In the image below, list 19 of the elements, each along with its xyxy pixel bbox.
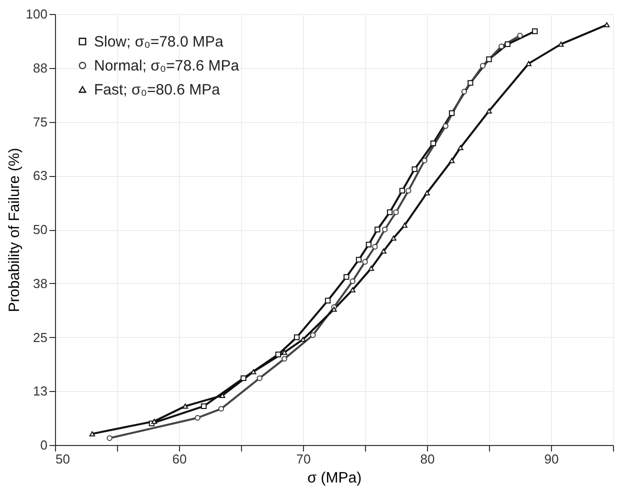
x-tick-label: 80 <box>420 452 435 466</box>
y-axis-title: Probability of Failure (%) <box>6 148 23 312</box>
x-axis-title: σ (MPa) <box>307 470 362 486</box>
x-tick-label: 50 <box>56 452 70 466</box>
legend-label: Slow; σ₀=78.0 MPa <box>94 34 224 50</box>
legend-label: Normal; σ₀=78.6 MPa <box>94 58 240 74</box>
y-tick-label: 0 <box>40 438 48 452</box>
y-tick-label: 13 <box>33 384 48 399</box>
y-tick-label: 63 <box>33 168 48 184</box>
y-tick-label: 25 <box>33 330 48 345</box>
y-tick-label: 38 <box>33 276 48 291</box>
y-tick-label: 75 <box>33 114 48 130</box>
y-tick-label: 100 <box>26 6 48 22</box>
x-tick-label: 60 <box>172 452 187 466</box>
y-tick-label: 88 <box>33 60 48 76</box>
x-tick-label: 90 <box>544 452 559 466</box>
y-tick-label: 50 <box>33 222 48 237</box>
legend-label: Fast; σ₀=80.6 MPa <box>94 82 221 98</box>
x-tick-label: 70 <box>296 452 311 466</box>
